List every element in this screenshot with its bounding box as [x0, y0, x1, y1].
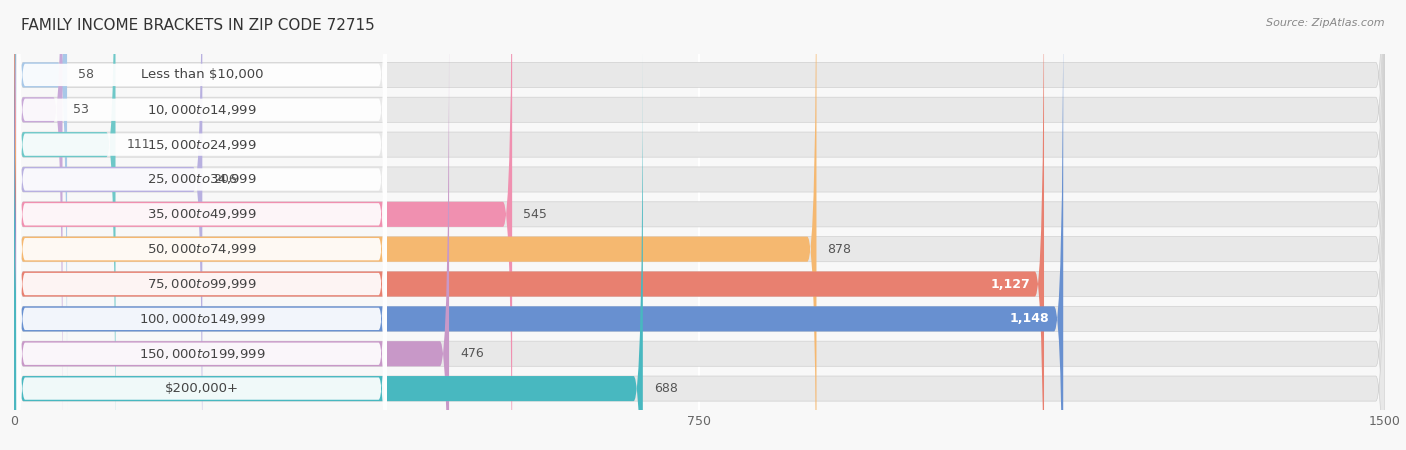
FancyBboxPatch shape [14, 0, 67, 411]
FancyBboxPatch shape [14, 0, 1385, 411]
FancyBboxPatch shape [14, 0, 115, 450]
FancyBboxPatch shape [17, 86, 387, 450]
Text: 878: 878 [827, 243, 852, 256]
Text: FAMILY INCOME BRACKETS IN ZIP CODE 72715: FAMILY INCOME BRACKETS IN ZIP CODE 72715 [21, 18, 375, 33]
FancyBboxPatch shape [14, 53, 643, 450]
FancyBboxPatch shape [14, 18, 449, 450]
Text: 545: 545 [523, 208, 547, 221]
Text: 1,127: 1,127 [991, 278, 1031, 291]
FancyBboxPatch shape [14, 0, 512, 450]
Text: $50,000 to $74,999: $50,000 to $74,999 [148, 242, 257, 256]
FancyBboxPatch shape [17, 0, 387, 450]
Text: 53: 53 [73, 103, 90, 116]
FancyBboxPatch shape [14, 0, 1385, 450]
Text: Less than $10,000: Less than $10,000 [141, 68, 263, 81]
Text: $200,000+: $200,000+ [165, 382, 239, 395]
Text: $10,000 to $14,999: $10,000 to $14,999 [148, 103, 257, 117]
Text: $35,000 to $49,999: $35,000 to $49,999 [148, 207, 257, 221]
FancyBboxPatch shape [14, 0, 817, 450]
FancyBboxPatch shape [14, 0, 1385, 450]
Text: Source: ZipAtlas.com: Source: ZipAtlas.com [1267, 18, 1385, 28]
FancyBboxPatch shape [14, 0, 1385, 446]
Text: $15,000 to $24,999: $15,000 to $24,999 [148, 138, 257, 152]
Text: $75,000 to $99,999: $75,000 to $99,999 [148, 277, 257, 291]
FancyBboxPatch shape [14, 0, 62, 446]
Text: 688: 688 [654, 382, 678, 395]
Text: 206: 206 [214, 173, 238, 186]
FancyBboxPatch shape [14, 0, 1385, 450]
FancyBboxPatch shape [17, 0, 387, 412]
FancyBboxPatch shape [17, 0, 387, 450]
FancyBboxPatch shape [14, 0, 1385, 450]
FancyBboxPatch shape [17, 0, 387, 450]
FancyBboxPatch shape [14, 18, 1385, 450]
Text: $150,000 to $199,999: $150,000 to $199,999 [139, 347, 266, 361]
Text: 1,148: 1,148 [1010, 312, 1049, 325]
Text: $100,000 to $149,999: $100,000 to $149,999 [139, 312, 266, 326]
FancyBboxPatch shape [14, 0, 202, 450]
Text: $25,000 to $34,999: $25,000 to $34,999 [148, 172, 257, 186]
FancyBboxPatch shape [17, 16, 387, 450]
Text: 58: 58 [79, 68, 94, 81]
FancyBboxPatch shape [14, 53, 1385, 450]
Text: 476: 476 [460, 347, 484, 360]
FancyBboxPatch shape [17, 0, 387, 378]
FancyBboxPatch shape [17, 0, 387, 447]
FancyBboxPatch shape [17, 51, 387, 450]
FancyBboxPatch shape [14, 0, 1385, 450]
FancyBboxPatch shape [14, 0, 1045, 450]
FancyBboxPatch shape [14, 0, 1063, 450]
Text: 111: 111 [127, 138, 150, 151]
FancyBboxPatch shape [14, 0, 1385, 450]
FancyBboxPatch shape [17, 0, 387, 450]
